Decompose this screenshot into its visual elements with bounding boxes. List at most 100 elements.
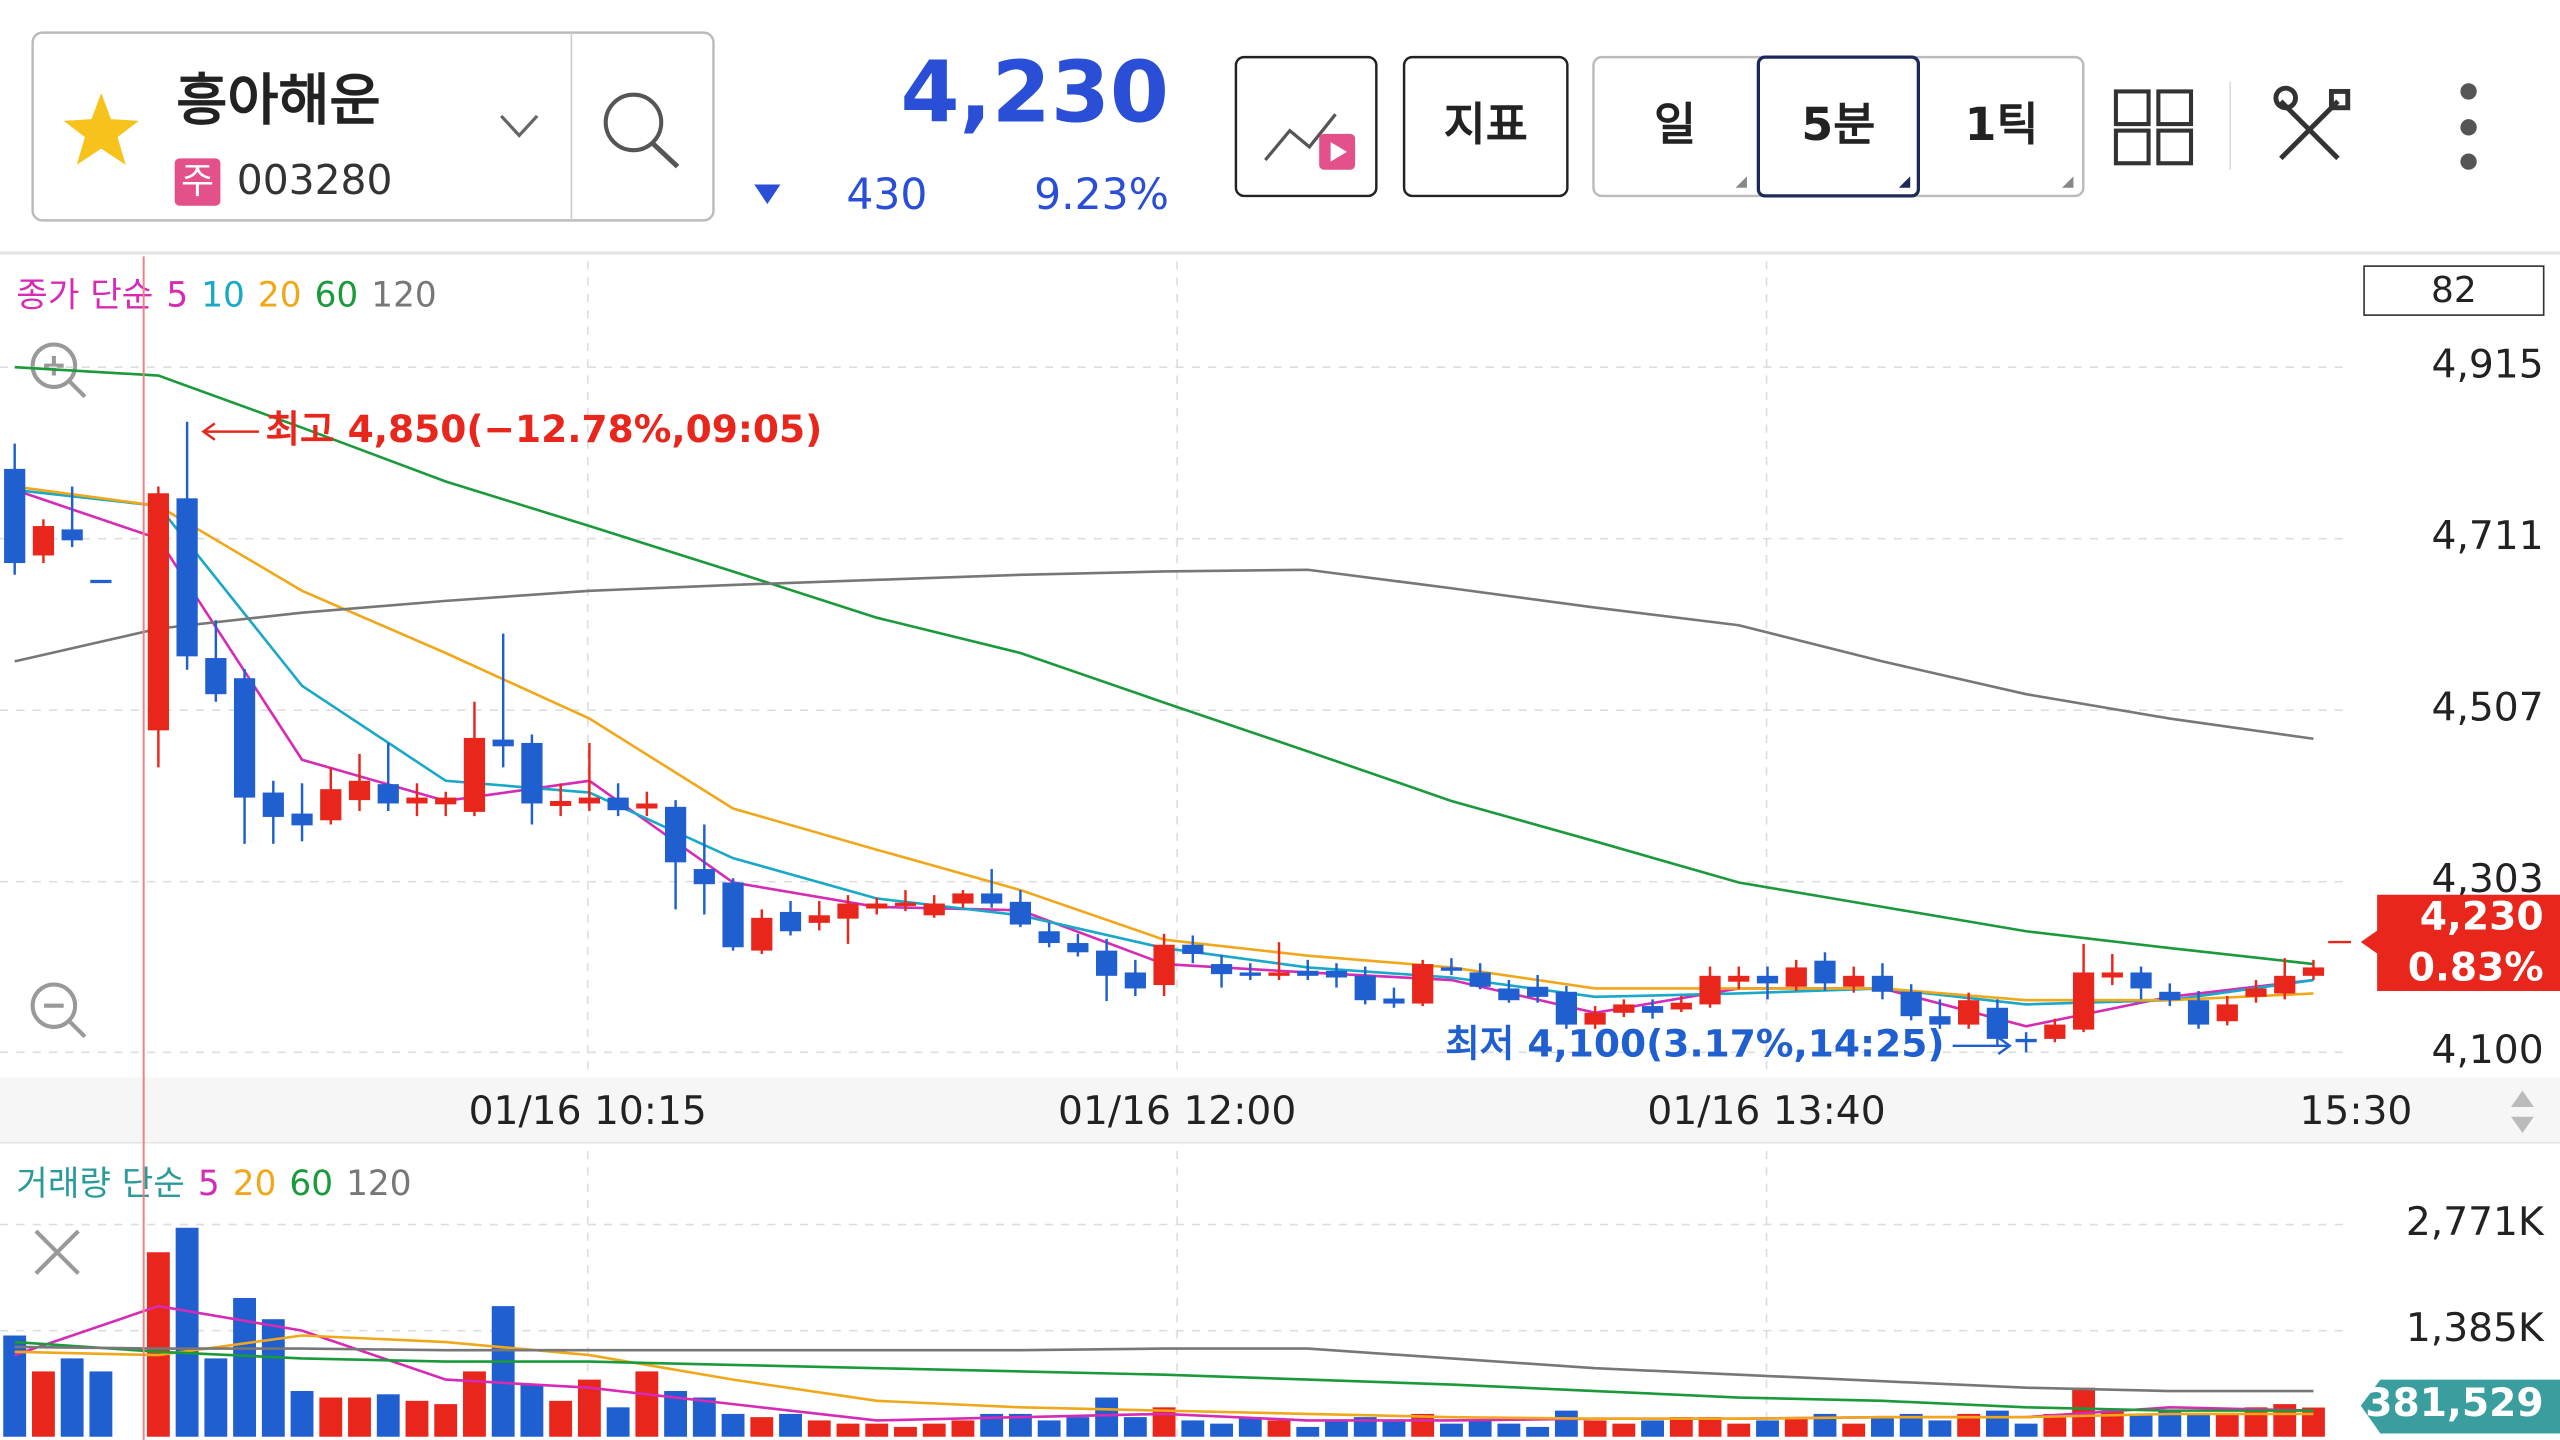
- legend-item: 60: [315, 276, 359, 316]
- volume-bar: [2014, 1423, 2038, 1437]
- candle-body: [866, 903, 888, 909]
- volume-bar: [1497, 1423, 1521, 1437]
- indicator-button[interactable]: [1402, 55, 1569, 198]
- stock-code: 003280: [237, 156, 393, 204]
- value-box: [2363, 265, 2545, 316]
- candle-body: [664, 806, 687, 863]
- candle-body: [1613, 1004, 1635, 1013]
- candle-body: [1038, 931, 1060, 944]
- candle-body: [722, 882, 744, 948]
- volume-bar: [2100, 1410, 2124, 1437]
- volume-bar: [1928, 1420, 1952, 1437]
- volume-bar: [405, 1400, 429, 1437]
- volume-bar: [1985, 1410, 2009, 1437]
- volume-bar: [1353, 1417, 1377, 1437]
- candle-body: [176, 498, 198, 657]
- candle-body: [1009, 901, 1032, 925]
- change: 430: [846, 171, 927, 220]
- volume-bar: [951, 1420, 975, 1437]
- volume-bar: [3, 1335, 27, 1437]
- volume-bar: [1698, 1417, 1722, 1437]
- legend-title: 거래량 단순: [16, 1164, 185, 1204]
- candle-body: [981, 893, 1003, 904]
- volume-bar: [60, 1358, 84, 1437]
- candle-body: [2159, 991, 2181, 1001]
- close-volume[interactable]: [34, 1229, 80, 1275]
- volume-bar: [1181, 1420, 1205, 1437]
- zoom-in[interactable]: [30, 342, 87, 399]
- volume-bar: [807, 1420, 831, 1437]
- volume-bar: [1871, 1417, 1894, 1437]
- candle-body: [1182, 944, 1204, 954]
- volume-bar: [261, 1319, 285, 1437]
- candle-body: [1871, 975, 1894, 992]
- volume-bar: [922, 1423, 946, 1437]
- candle-body: [521, 742, 543, 804]
- candle-body: [1986, 1007, 2008, 1039]
- settings-button[interactable]: [2273, 85, 2351, 161]
- scroll-down[interactable]: [2511, 1116, 2534, 1134]
- candle-body: [1699, 975, 1721, 1005]
- volume-bar: [146, 1252, 170, 1437]
- candle-body: [1555, 991, 1577, 1025]
- volume-bar: [2215, 1413, 2239, 1437]
- value-box-text: 82: [2431, 270, 2477, 311]
- volume-bar: [865, 1423, 889, 1437]
- ma-line: [14, 485, 2314, 1002]
- y-tick-label: 4,100: [2432, 1028, 2544, 1073]
- annotation: 최고 4,850(−12.78%,09:05): [265, 407, 822, 451]
- period-selected[interactable]: [1756, 55, 1921, 198]
- volume-bar: [721, 1413, 745, 1437]
- volume-bar: [1554, 1410, 1578, 1437]
- chart-type-button[interactable]: [1234, 55, 1378, 198]
- legend-item: 20: [233, 1164, 277, 1204]
- period-5min[interactable]: 5분: [1801, 98, 1875, 151]
- volume-bar: [1669, 1417, 1693, 1437]
- candle-body: [147, 493, 169, 731]
- x-axis-band: [0, 1077, 2560, 1143]
- layout-button[interactable]: [2113, 89, 2194, 166]
- favorite-star[interactable]: [63, 93, 139, 165]
- volume-bar: [577, 1379, 601, 1437]
- period-tick[interactable]: 1틱: [1965, 98, 2039, 151]
- candle-body: [1383, 998, 1405, 1004]
- volume-bar: [319, 1397, 343, 1437]
- volume-tag: [2360, 1379, 2560, 1434]
- candle-body: [1325, 970, 1348, 978]
- zoom-out[interactable]: [30, 982, 87, 1039]
- candle-body: [1756, 975, 1779, 984]
- candle-body: [1670, 1002, 1692, 1010]
- candle-body: [492, 739, 514, 747]
- candle-body: [693, 869, 715, 885]
- volume-bar: [1440, 1423, 1463, 1437]
- volume-bar: [779, 1413, 802, 1437]
- candle-body: [205, 658, 227, 695]
- volume-bar: [1899, 1413, 1923, 1437]
- volume-bar: [1066, 1417, 1090, 1437]
- more-button[interactable]: [2460, 83, 2477, 170]
- dropdown[interactable]: [500, 114, 539, 138]
- price-tag-change: 0.83%: [2408, 945, 2544, 990]
- legend-title: 종가 단순: [16, 276, 153, 316]
- candle-body: [320, 789, 342, 821]
- candle-body: [1153, 944, 1175, 986]
- annotation: 최저 4,100(3.17%,14:25): [1445, 1021, 1944, 1065]
- volume-bar: [2129, 1413, 2153, 1437]
- volume-bar: [1267, 1420, 1291, 1437]
- search[interactable]: [603, 92, 680, 169]
- scroll-up[interactable]: [2511, 1090, 2534, 1107]
- indicator-label: 지표: [1444, 98, 1528, 151]
- candle-body: [348, 780, 371, 801]
- period-day[interactable]: 일: [1654, 98, 1696, 151]
- ma-line: [14, 568, 2314, 741]
- candle-body: [1785, 967, 1807, 987]
- candle-body: [2072, 972, 2095, 1030]
- volume-bar: [1210, 1423, 1233, 1437]
- candle-body: [4, 468, 26, 564]
- candle-body: [1728, 975, 1750, 982]
- volume-bar: [606, 1407, 630, 1437]
- volume-bar: [1325, 1420, 1348, 1437]
- candle-body: [751, 917, 773, 951]
- y-tick-label: 1,385K: [2406, 1306, 2545, 1351]
